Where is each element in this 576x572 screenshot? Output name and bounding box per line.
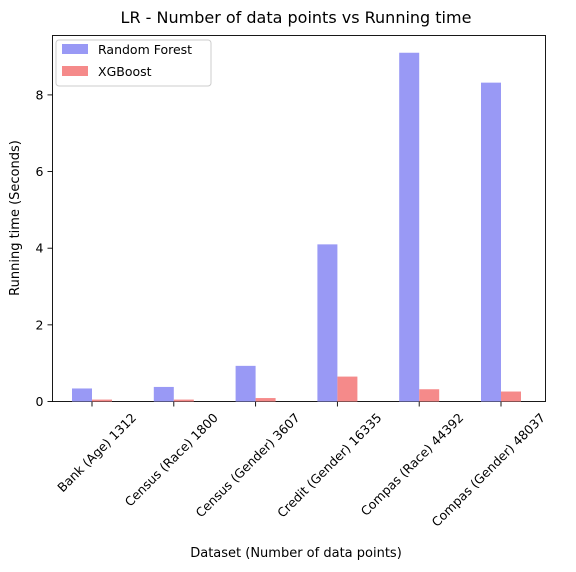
bar-random-forest-bank-age-1312 [72, 388, 92, 402]
bar-xgboost-census-gender-3607 [255, 398, 276, 402]
legend-label-xgboost: XGBoost [98, 64, 152, 79]
legend-swatch-random-forest [62, 44, 88, 54]
bar-xgboost-compas-gender-48037 [501, 391, 521, 402]
bar-random-forest-census-gender-3607 [235, 365, 256, 402]
y-axis-title: Running time (Seconds) [8, 140, 23, 296]
y-tick-label: 2 [36, 317, 44, 332]
y-tick-label: 0 [36, 394, 44, 409]
bar-random-forest-census-race-1800 [153, 386, 174, 402]
legend-frame [55, 39, 212, 87]
bar-xgboost-credit-gender-16335 [337, 376, 358, 402]
bar-xgboost-bank-age-1312 [92, 399, 112, 402]
legend: Random Forest XGBoost [55, 39, 212, 87]
bar-xgboost-compas-race-44392 [419, 389, 440, 402]
plot-frame [52, 35, 546, 402]
bars [72, 52, 521, 402]
y-tick-label: 4 [36, 241, 44, 256]
legend-label-random-forest: Random Forest [98, 42, 192, 57]
bar-random-forest-credit-gender-16335 [317, 244, 338, 402]
y-tick-label: 6 [36, 164, 44, 179]
x-tick-label-census-race-1800: Census (Race) 1800 [122, 410, 221, 509]
chart-title: LR - Number of data points vs Running ti… [121, 8, 472, 27]
x-tick-label-bank-age-1312: Bank (Age) 1312 [54, 410, 139, 495]
bar-random-forest-compas-race-44392 [399, 52, 420, 402]
y-tick-label: 8 [36, 87, 44, 102]
x-axis-title: Dataset (Number of data points) [190, 546, 402, 561]
bar-xgboost-census-race-1800 [173, 399, 194, 402]
legend-swatch-xgboost [62, 66, 88, 76]
y-axis: 0 2 4 6 8 [36, 87, 53, 409]
bar-random-forest-compas-gender-48037 [481, 82, 501, 402]
